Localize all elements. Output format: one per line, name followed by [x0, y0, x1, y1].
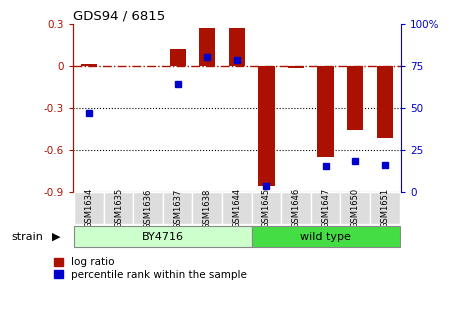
Bar — [81, 64, 97, 66]
Text: wild type: wild type — [300, 232, 351, 242]
Text: BY4716: BY4716 — [142, 232, 184, 242]
Bar — [229, 28, 245, 66]
Text: GSM1651: GSM1651 — [380, 188, 389, 228]
Text: GSM1637: GSM1637 — [173, 188, 182, 228]
Bar — [377, 66, 393, 138]
Legend: log ratio, percentile rank within the sample: log ratio, percentile rank within the sa… — [54, 257, 247, 280]
Bar — [222, 192, 252, 224]
Bar — [74, 226, 252, 247]
Text: GSM1645: GSM1645 — [262, 188, 271, 228]
Text: GSM1636: GSM1636 — [144, 188, 152, 228]
Text: GSM1644: GSM1644 — [232, 188, 242, 228]
Bar — [104, 192, 133, 224]
Text: strain: strain — [12, 232, 44, 242]
Bar — [288, 66, 304, 68]
Bar — [311, 192, 340, 224]
Bar — [252, 192, 281, 224]
Bar — [199, 28, 215, 66]
Text: GSM1650: GSM1650 — [351, 188, 360, 228]
Bar — [370, 192, 400, 224]
Bar — [340, 192, 370, 224]
Text: GSM1646: GSM1646 — [292, 188, 301, 228]
Bar — [170, 49, 186, 66]
Text: GSM1638: GSM1638 — [203, 188, 212, 228]
Text: GSM1647: GSM1647 — [321, 188, 330, 228]
Text: ▶: ▶ — [52, 232, 60, 242]
Bar — [192, 192, 222, 224]
Text: GSM1634: GSM1634 — [84, 188, 93, 228]
Text: GSM1635: GSM1635 — [114, 188, 123, 228]
Bar — [347, 66, 363, 130]
Bar — [133, 192, 163, 224]
Bar — [252, 226, 400, 247]
Bar — [74, 192, 104, 224]
Bar — [281, 192, 311, 224]
Bar — [163, 192, 192, 224]
Bar — [258, 66, 274, 186]
Bar — [318, 66, 334, 157]
Text: GDS94 / 6815: GDS94 / 6815 — [73, 9, 165, 23]
